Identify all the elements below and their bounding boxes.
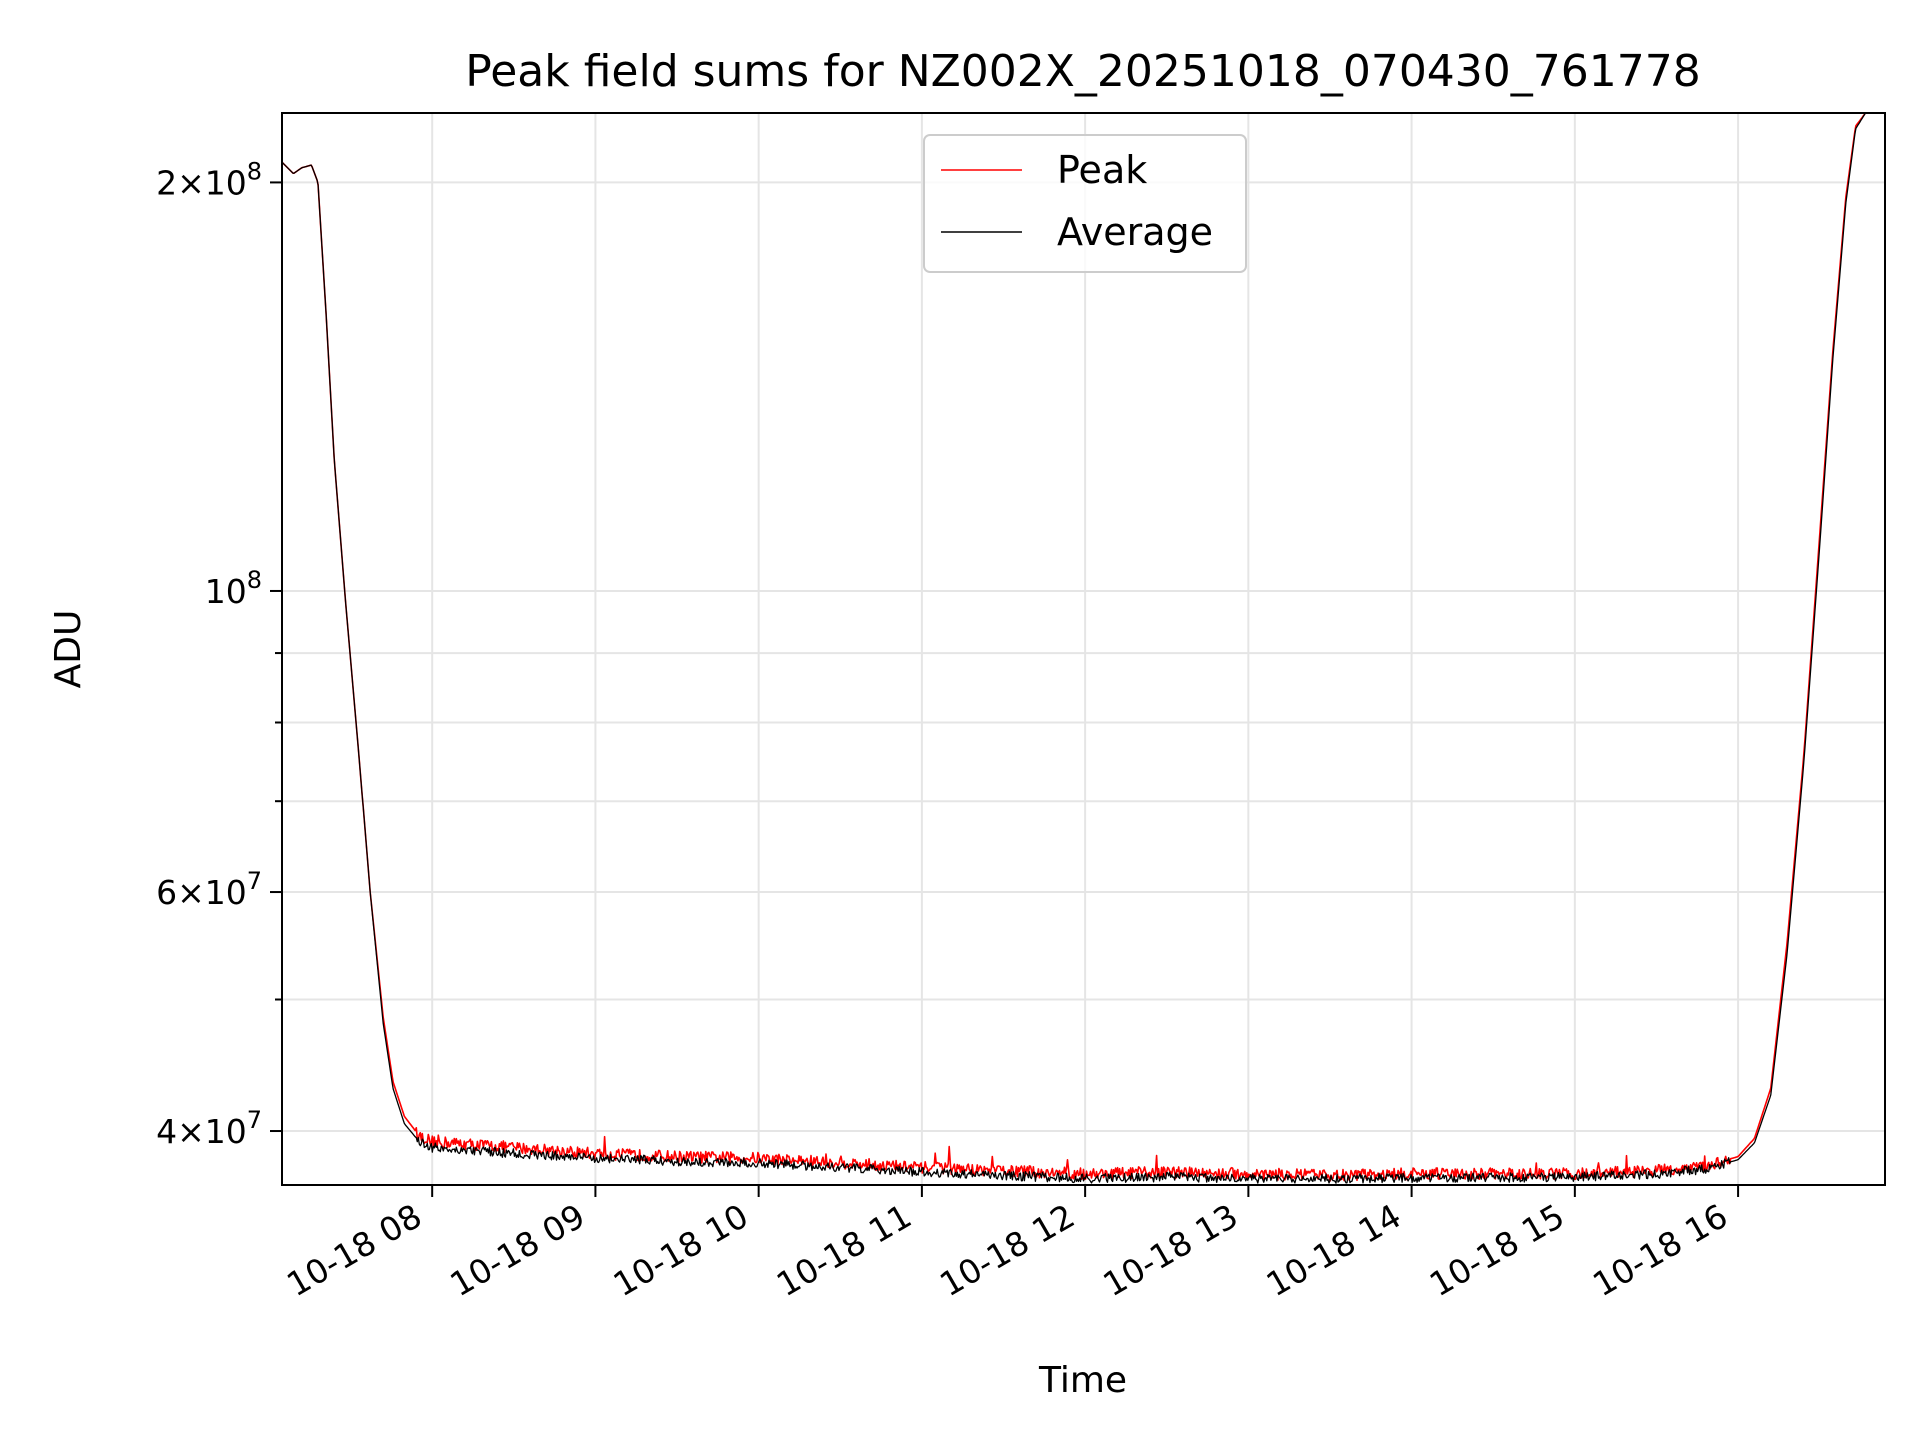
y-axis-label: ADU <box>48 610 89 689</box>
plot-frame <box>281 112 1886 1186</box>
x-axis-label: Time <box>1038 1360 1127 1401</box>
grid <box>282 113 1885 1185</box>
y-tick-label: 6×107 <box>156 867 262 912</box>
legend-label-peak: Peak <box>1057 148 1147 192</box>
series-line-peak <box>281 112 1885 1182</box>
series-line-average <box>281 112 1885 1184</box>
legend-label-average: Average <box>1057 210 1213 254</box>
series-layer <box>281 112 1885 1184</box>
y-tick-label: 2×108 <box>156 157 262 202</box>
y-tick-label: 108 <box>205 566 262 611</box>
chart-title: Peak field sums for NZ002X_20251018_0704… <box>465 46 1701 97</box>
legend: Peak Average <box>923 134 1247 273</box>
y-tick-label: 4×107 <box>156 1106 262 1151</box>
